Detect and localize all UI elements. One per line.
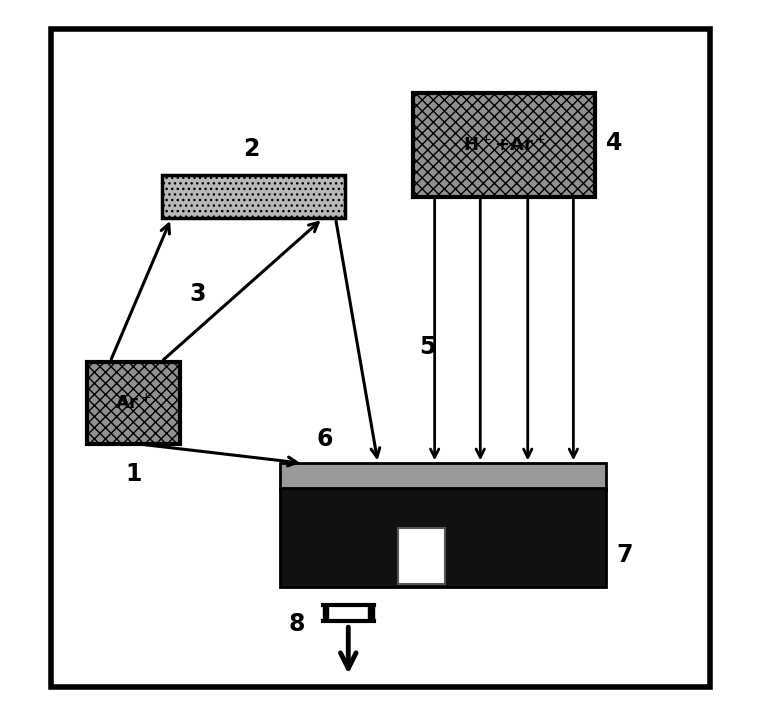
Text: 5: 5 bbox=[419, 335, 435, 359]
Text: 3: 3 bbox=[189, 281, 206, 306]
Text: H$^+$+Ar$^+$: H$^+$+Ar$^+$ bbox=[463, 135, 546, 155]
Text: 8: 8 bbox=[289, 612, 305, 637]
Bar bbox=[162, 175, 345, 218]
Bar bbox=[280, 463, 606, 490]
Text: 2: 2 bbox=[244, 137, 260, 161]
Bar bbox=[368, 605, 374, 621]
Text: 6: 6 bbox=[316, 427, 333, 451]
Text: Ar$^+$: Ar$^+$ bbox=[115, 393, 152, 412]
Bar bbox=[399, 528, 445, 584]
Bar bbox=[87, 362, 180, 444]
Text: 1: 1 bbox=[126, 462, 142, 486]
Text: 4: 4 bbox=[606, 131, 622, 155]
Bar bbox=[412, 93, 595, 197]
Text: 7: 7 bbox=[616, 543, 633, 567]
Bar bbox=[323, 605, 328, 621]
Bar bbox=[280, 488, 606, 587]
